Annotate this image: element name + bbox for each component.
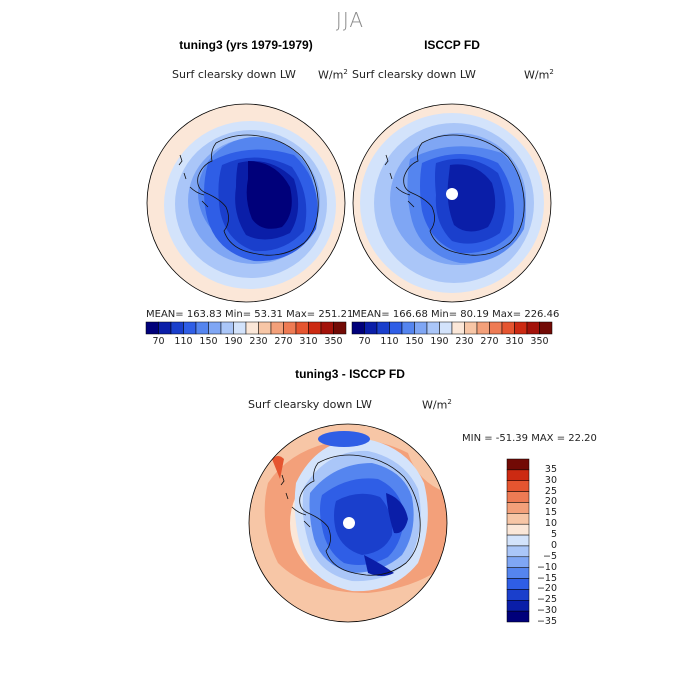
colorbar-tick-label: 350 <box>530 336 549 347</box>
diff-polar-map <box>248 423 448 623</box>
colorbar-tick-label: 15 <box>544 507 557 519</box>
colorbar-swatch <box>295 321 309 335</box>
colorbar-swatch <box>145 321 159 335</box>
model-colorbar <box>145 321 347 335</box>
colorbar-tick-label: −5 <box>542 550 557 562</box>
colorbar-swatch <box>170 321 184 335</box>
colorbar-swatch <box>539 321 553 335</box>
obs-stats: MEAN= 166.68 Min= 80.19 Max= 226.46 <box>352 309 560 320</box>
colorbar-swatch <box>506 545 530 558</box>
diff-field-label: Surf clearsky down LW <box>248 398 372 411</box>
colorbar-tick-label: −25 <box>536 594 557 606</box>
obs-units-label: W/m2 <box>524 68 554 82</box>
colorbar-swatch <box>451 321 465 335</box>
colorbar-tick-label: 270 <box>480 336 499 347</box>
colorbar-swatch <box>514 321 528 335</box>
colorbar-swatch <box>506 502 530 514</box>
colorbar-swatch <box>158 321 172 335</box>
obs-colorbar <box>351 321 553 335</box>
colorbar-swatch <box>506 480 530 492</box>
colorbar-swatch <box>506 513 530 525</box>
diff-stats: MIN = -51.39 MAX = 22.20 <box>462 433 597 444</box>
colorbar-swatch <box>376 321 390 335</box>
colorbar-tick-label: −30 <box>536 605 557 617</box>
colorbar-tick-label: 0 <box>550 539 557 551</box>
colorbar-swatch <box>320 321 334 335</box>
colorbar-swatch <box>283 321 297 335</box>
colorbar-tick-label: 310 <box>505 336 524 347</box>
model-polar-map <box>146 103 346 303</box>
colorbar-tick-label: 150 <box>199 336 218 347</box>
colorbar-swatch <box>506 534 530 547</box>
colorbar-swatch <box>308 321 322 335</box>
colorbar-swatch <box>233 321 247 335</box>
colorbar-swatch <box>506 523 530 536</box>
colorbar-swatch <box>489 321 503 335</box>
colorbar-swatch <box>426 321 440 335</box>
colorbar-swatch <box>439 321 453 335</box>
colorbar-swatch <box>506 610 530 623</box>
colorbar-tick-label: 5 <box>550 529 557 541</box>
colorbar-tick-label: 70 <box>152 336 165 347</box>
colorbar-swatch <box>506 491 530 503</box>
diff-panel-title: tuning3 - ISCCP FD <box>295 367 405 381</box>
colorbar-swatch <box>208 321 222 335</box>
colorbar-tick-label: 35 <box>544 463 557 475</box>
colorbar-swatch <box>351 321 365 335</box>
colorbar-tick-label: 20 <box>544 496 557 508</box>
colorbar-swatch <box>414 321 428 335</box>
colorbar-tick-label: −10 <box>536 561 557 573</box>
colorbar-swatch <box>506 567 530 579</box>
colorbar-swatch <box>389 321 403 335</box>
colorbar-tick-label: 230 <box>249 336 268 347</box>
colorbar-swatch <box>506 556 530 568</box>
model-stats: MEAN= 163.83 Min= 53.31 Max= 251.21 <box>146 309 354 320</box>
colorbar-swatch <box>506 578 530 590</box>
colorbar-tick-label: 25 <box>544 485 557 497</box>
colorbar-tick-label: 10 <box>544 518 557 530</box>
colorbar-tick-label: 230 <box>455 336 474 347</box>
colorbar-tick-label: −20 <box>536 583 557 595</box>
colorbar-swatch <box>506 589 530 601</box>
colorbar-tick-label: 110 <box>380 336 399 347</box>
colorbar-swatch <box>364 321 378 335</box>
model-panel-title: tuning3 (yrs 1979-1979) <box>179 38 313 52</box>
colorbar-swatch <box>464 321 478 335</box>
colorbar-tick-label: −15 <box>536 572 557 584</box>
colorbar-swatch <box>220 321 234 335</box>
colorbar-tick-label: 190 <box>224 336 243 347</box>
colorbar-tick-label: 70 <box>358 336 371 347</box>
colorbar-tick-label: 270 <box>274 336 293 347</box>
obs-panel-title: ISCCP FD <box>424 38 480 52</box>
colorbar-swatch <box>506 600 530 612</box>
colorbar-swatch <box>270 321 284 335</box>
diff-units-label: W/m2 <box>422 398 452 412</box>
colorbar-swatch <box>501 321 515 335</box>
colorbar-swatch <box>401 321 415 335</box>
colorbar-tick-label: 30 <box>544 474 557 486</box>
colorbar-swatch <box>195 321 209 335</box>
colorbar-swatch <box>258 321 272 335</box>
colorbar-tick-label: 350 <box>324 336 343 347</box>
diff-colorbar <box>506 458 530 623</box>
colorbar-swatch <box>506 469 530 481</box>
colorbar-swatch <box>506 458 530 471</box>
season-title: JJA <box>335 8 365 32</box>
colorbar-tick-label: 310 <box>299 336 318 347</box>
colorbar-swatch <box>476 321 490 335</box>
obs-polar-map <box>352 103 552 303</box>
colorbar-swatch <box>333 321 347 335</box>
colorbar-tick-label: −35 <box>536 616 557 627</box>
colorbar-swatch <box>183 321 197 335</box>
colorbar-swatch <box>526 321 540 335</box>
colorbar-swatch <box>245 321 259 335</box>
model-field-label: Surf clearsky down LW <box>172 68 296 81</box>
colorbar-tick-label: 110 <box>174 336 193 347</box>
colorbar-tick-label: 150 <box>405 336 424 347</box>
colorbar-tick-label: 190 <box>430 336 449 347</box>
model-units-label: W/m2 <box>318 68 348 82</box>
obs-field-label: Surf clearsky down LW <box>352 68 476 81</box>
